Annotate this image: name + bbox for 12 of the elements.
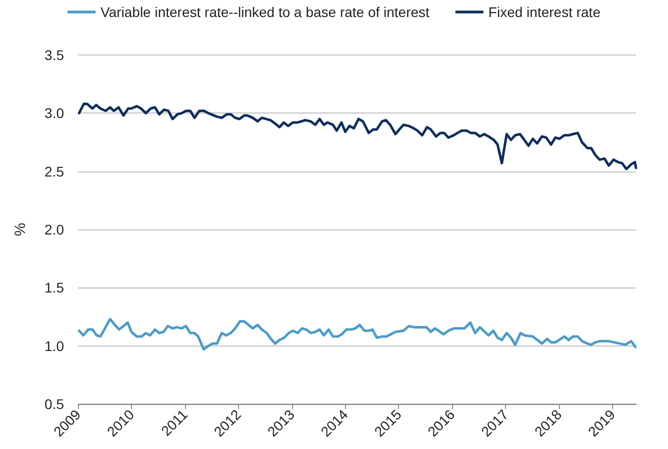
y-tick-label: 2.0 xyxy=(44,222,64,238)
y-axis-title: % xyxy=(12,222,29,236)
y-tick-label: 3.5 xyxy=(44,47,64,63)
y-tick-label: 2.5 xyxy=(44,163,64,180)
y-tick-label: 3.0 xyxy=(44,105,64,122)
legend-label: Fixed interest rate xyxy=(488,4,601,20)
line-series xyxy=(78,102,638,170)
y-tick-label: 0.5 xyxy=(44,396,64,412)
legend-label: Variable interest rate--linked to a base rate of interest xyxy=(100,4,430,20)
line-series xyxy=(78,318,637,351)
y-tick-label: 1.5 xyxy=(44,280,64,296)
y-tick-label: 1.0 xyxy=(44,338,64,354)
